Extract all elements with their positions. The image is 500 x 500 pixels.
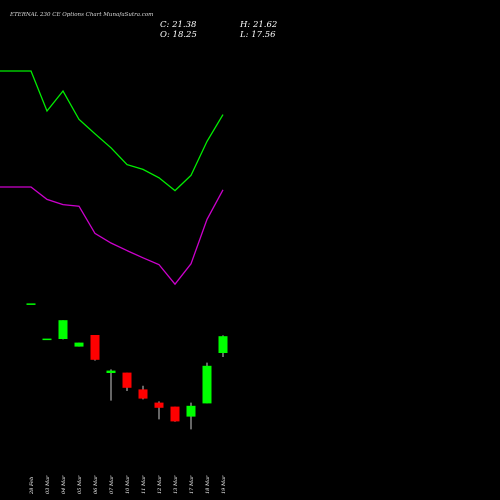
high-value: H: 21.62 <box>240 20 278 30</box>
candle-body <box>74 342 84 347</box>
x-tick-label: 04 Mar <box>61 475 67 494</box>
candle-18-mar <box>202 362 212 404</box>
x-tick-label: 03 Mar <box>45 475 51 494</box>
candle-04-mar <box>58 320 68 340</box>
candle-body <box>170 406 180 422</box>
candle-body <box>90 335 100 360</box>
candle-body <box>186 405 196 417</box>
x-tick-label: 10 Mar <box>125 475 131 494</box>
open-value: O: 18.25 <box>160 30 197 40</box>
x-tick-label: 07 Mar <box>109 475 115 494</box>
candle-28-feb <box>26 303 36 305</box>
candle-body <box>106 370 116 373</box>
candle-body <box>218 336 228 353</box>
candle-06-mar <box>90 335 100 361</box>
candle-12-mar <box>154 401 164 420</box>
x-tick-label: 18 Mar <box>205 475 211 494</box>
x-tick-label: 05 Mar <box>77 475 83 494</box>
x-tick-label: 13 Mar <box>173 475 179 494</box>
x-tick-label: 11 Mar <box>141 475 147 494</box>
candle-body <box>122 372 132 388</box>
candle-17-mar <box>186 402 196 430</box>
x-tick-label: 19 Mar <box>221 475 227 494</box>
candle-07-mar <box>106 369 116 401</box>
chart-title: ETERNAL 230 CE Options Chart MunafaSutra… <box>10 12 154 18</box>
lower-band-line <box>0 186 224 286</box>
x-tick-label: 17 Mar <box>189 475 195 494</box>
candle-body <box>58 320 68 339</box>
low-value: L: 17.56 <box>240 30 276 40</box>
x-tick-label: 06 Mar <box>93 475 99 494</box>
x-tick-label: 28 Feb <box>29 477 35 495</box>
x-tick-label: 12 Mar <box>157 475 163 494</box>
candle-05-mar <box>74 342 84 347</box>
upper-band-line <box>0 70 224 192</box>
candle-body <box>154 402 164 408</box>
close-value: C: 21.38 <box>160 20 197 30</box>
candle-body <box>26 303 36 305</box>
candle-03-mar <box>42 338 52 341</box>
candle-13-mar <box>170 406 180 422</box>
candle-body <box>138 389 148 399</box>
candle-body <box>202 365 212 404</box>
candle-body <box>42 338 52 341</box>
candle-10-mar <box>122 372 132 391</box>
candle-11-mar <box>138 385 148 400</box>
candle-19-mar <box>218 335 228 357</box>
